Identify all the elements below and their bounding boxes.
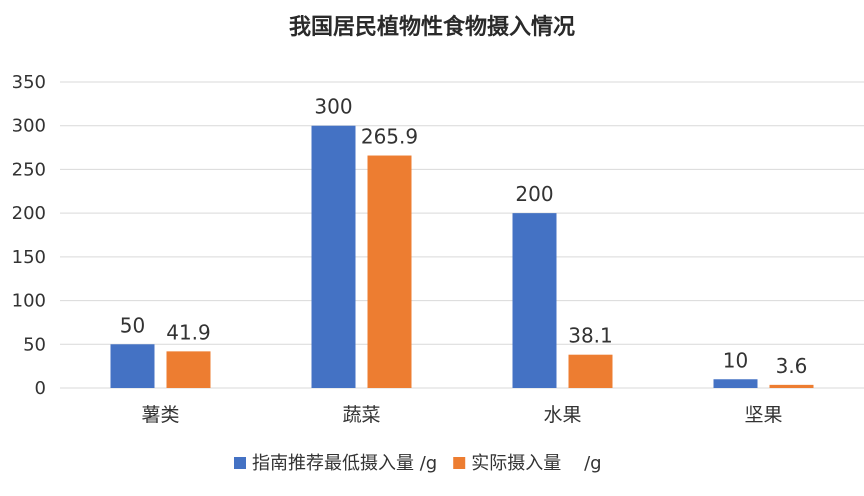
y-tick-label: 200	[12, 203, 46, 224]
legend-swatch	[234, 457, 246, 469]
y-tick-label: 350	[12, 72, 46, 93]
y-tick-label: 50	[23, 334, 46, 355]
chart-title: 我国居民植物性食物摄入情况	[289, 14, 575, 40]
bar-recommended-0	[110, 344, 155, 388]
data-label: 10	[723, 348, 748, 372]
bars	[110, 125, 814, 388]
legend-label: 实际摄入量 /g	[471, 453, 601, 474]
y-tick-label: 150	[12, 247, 46, 268]
data-label: 41.9	[166, 320, 211, 344]
bar-actual-0	[166, 351, 211, 388]
bar-actual-1	[367, 155, 412, 388]
data-labels: 50 41.9 300 265.9 200 38.1 10 3.6	[120, 95, 808, 378]
bar-actual-2	[568, 354, 613, 388]
data-label: 38.1	[568, 324, 613, 348]
data-label: 50	[120, 313, 145, 337]
y-tick-label: 0	[35, 378, 46, 399]
data-label: 265.9	[361, 125, 418, 149]
legend-label: 指南推荐最低摄入量 /g	[252, 453, 437, 474]
bar-actual-3	[769, 384, 814, 388]
y-tick-label: 100	[12, 291, 46, 312]
bar-recommended-3	[713, 379, 758, 388]
x-category-label: 水果	[543, 404, 581, 426]
data-label: 300	[314, 95, 352, 119]
x-category-label: 坚果	[744, 404, 782, 426]
y-tick-label: 250	[12, 159, 46, 180]
x-category-label: 蔬菜	[342, 404, 380, 426]
y-tick-label: 300	[12, 116, 46, 137]
data-label: 200	[515, 182, 553, 206]
y-axis-ticks: 0 50 100 150 200 250 300 350	[12, 72, 46, 399]
gridlines	[60, 81, 864, 389]
legend: 指南推荐最低摄入量 /g 实际摄入量 /g	[234, 453, 602, 474]
legend-swatch	[453, 457, 466, 469]
bar-recommended-2	[512, 213, 557, 388]
bar-recommended-1	[311, 125, 356, 388]
x-axis-categories: 薯类 蔬菜 水果 坚果	[141, 404, 782, 426]
data-label: 3.6	[776, 354, 808, 378]
x-category-label: 薯类	[141, 404, 179, 426]
